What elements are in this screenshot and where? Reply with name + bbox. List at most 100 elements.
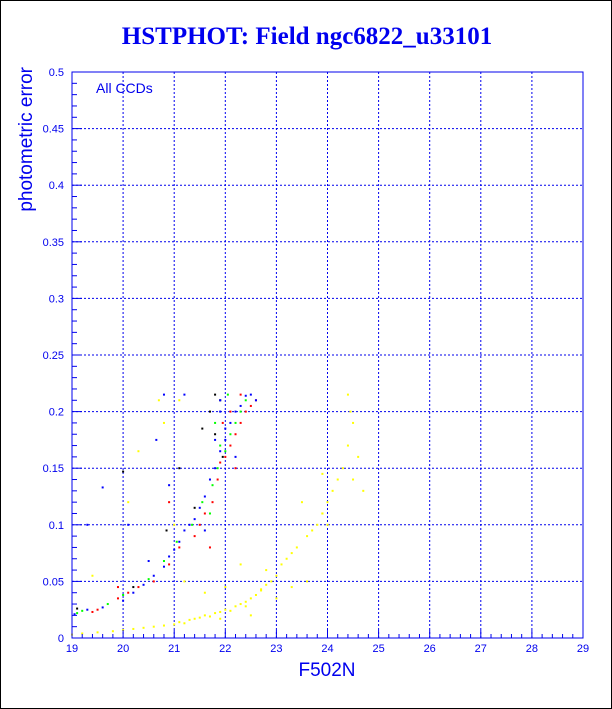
point-yellow bbox=[280, 563, 283, 566]
y-tick-label: 0.1 bbox=[49, 520, 64, 532]
point-yellow bbox=[275, 574, 278, 577]
point-red bbox=[116, 597, 119, 600]
point-yellow bbox=[96, 631, 99, 634]
point-green bbox=[122, 593, 125, 596]
y-tick-label: 0.05 bbox=[43, 576, 64, 588]
point-green bbox=[191, 523, 194, 526]
point-yellow bbox=[91, 574, 94, 577]
point-yellow bbox=[229, 609, 232, 612]
point-green bbox=[106, 603, 109, 606]
point-yellow bbox=[321, 512, 324, 515]
point-yellow bbox=[321, 472, 324, 475]
point-blue bbox=[254, 399, 257, 402]
point-blue bbox=[198, 506, 201, 509]
point-blue bbox=[208, 478, 211, 481]
point-yellow bbox=[142, 626, 145, 629]
x-tick-label: 26 bbox=[424, 643, 436, 655]
point-black bbox=[201, 427, 204, 430]
point-yellow bbox=[249, 614, 252, 617]
point-blue bbox=[162, 565, 165, 568]
point-blue bbox=[147, 560, 150, 563]
point-yellow bbox=[244, 600, 247, 603]
point-yellow bbox=[290, 552, 293, 555]
point-yellow bbox=[224, 608, 227, 611]
point-red bbox=[116, 586, 119, 589]
point-yellow bbox=[178, 621, 181, 624]
point-blue bbox=[122, 599, 125, 602]
point-yellow bbox=[157, 399, 160, 402]
point-blue bbox=[214, 438, 217, 441]
point-yellow bbox=[306, 535, 309, 538]
point-yellow bbox=[260, 589, 263, 592]
point-yellow bbox=[219, 610, 222, 613]
point-blue bbox=[168, 555, 171, 558]
point-red bbox=[211, 501, 214, 504]
point-blue bbox=[203, 529, 206, 532]
point-blue bbox=[219, 450, 222, 453]
point-green bbox=[244, 399, 247, 402]
point-red bbox=[168, 501, 171, 504]
point-yellow bbox=[331, 489, 334, 492]
x-axis-label: F502N bbox=[298, 660, 355, 681]
point-green bbox=[208, 512, 211, 515]
point-blue bbox=[127, 523, 130, 526]
point-yellow bbox=[183, 580, 186, 583]
point-yellow bbox=[346, 393, 349, 396]
point-red bbox=[229, 410, 232, 413]
point-red bbox=[208, 546, 211, 549]
x-tick-label: 28 bbox=[526, 643, 538, 655]
point-blue bbox=[101, 606, 104, 609]
point-yellow bbox=[254, 593, 257, 596]
point-yellow bbox=[346, 444, 349, 447]
point-yellow bbox=[249, 597, 252, 600]
point-green bbox=[239, 410, 242, 413]
point-green bbox=[216, 467, 219, 470]
x-tick-label: 25 bbox=[372, 643, 384, 655]
point-red bbox=[234, 433, 237, 436]
point-yellow bbox=[306, 580, 309, 583]
point-green bbox=[224, 450, 227, 453]
point-yellow bbox=[219, 617, 222, 620]
point-black bbox=[132, 586, 135, 589]
point-yellow bbox=[362, 489, 365, 492]
point-blue bbox=[203, 495, 206, 498]
point-red bbox=[219, 461, 222, 464]
x-tick-label: 20 bbox=[117, 643, 129, 655]
point-yellow bbox=[162, 624, 165, 627]
point-red bbox=[198, 523, 201, 526]
y-tick-label: 0.25 bbox=[43, 350, 64, 362]
point-blue bbox=[173, 548, 176, 551]
point-blue bbox=[229, 421, 232, 424]
point-red bbox=[96, 608, 99, 611]
point-yellow bbox=[239, 603, 242, 606]
point-yellow bbox=[81, 632, 84, 635]
point-yellow bbox=[295, 546, 298, 549]
point-green bbox=[201, 501, 204, 504]
point-yellow bbox=[270, 580, 273, 583]
point-yellow bbox=[162, 421, 165, 424]
point-red bbox=[229, 444, 232, 447]
point-yellow bbox=[341, 467, 344, 470]
point-red bbox=[224, 455, 227, 458]
point-blue bbox=[183, 529, 186, 532]
y-tick-label: 0.45 bbox=[43, 124, 64, 136]
point-green bbox=[162, 560, 165, 563]
point-black bbox=[193, 506, 196, 509]
annotation-all-ccds: All CCDs bbox=[96, 80, 153, 96]
point-black bbox=[178, 467, 181, 470]
point-red bbox=[249, 404, 252, 407]
point-red bbox=[178, 546, 181, 549]
point-red bbox=[193, 535, 196, 538]
point-yellow bbox=[224, 586, 227, 589]
point-blue bbox=[132, 591, 135, 594]
y-tick-label: 0.15 bbox=[43, 463, 64, 475]
point-blue bbox=[152, 574, 155, 577]
point-green bbox=[229, 433, 232, 436]
point-yellow bbox=[336, 478, 339, 481]
point-blue bbox=[224, 438, 227, 441]
point-yellow bbox=[290, 586, 293, 589]
point-blue bbox=[101, 486, 104, 489]
point-yellow bbox=[214, 612, 217, 615]
point-blue bbox=[142, 583, 145, 586]
